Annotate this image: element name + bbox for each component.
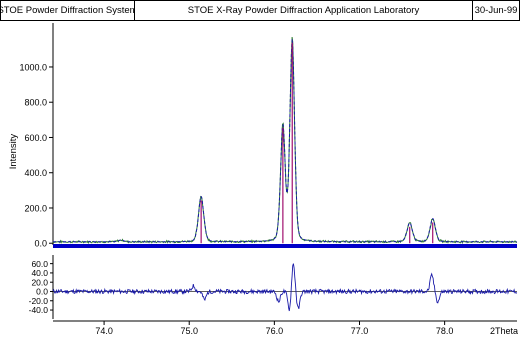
diff-y-tick-label: 20.0 [31, 277, 48, 287]
main-plot: 0.0 200.0 400.0 600.0 800.0 1000.0 Intensity [8, 23, 518, 249]
diffraction-chart: 0.0 200.0 400.0 600.0 800.0 1000.0 Intensity -… [8, 23, 518, 336]
observed-pattern-line [52, 36, 518, 245]
diff-y-tick-label: 60.0 [31, 259, 48, 269]
x-tick-label: 77.0 [351, 326, 369, 336]
report-header: STOE Powder Diffraction System STOE X-Ra… [0, 0, 520, 21]
main-y-tick-label: 600.0 [24, 133, 47, 143]
x-tick-label: 74.0 [95, 326, 113, 336]
header-lab-name: STOE X-Ray Powder Diffraction Applicatio… [187, 5, 420, 16]
header-system-name: STOE Powder Diffraction System [1, 1, 135, 20]
calculated-pattern-line [53, 39, 517, 243]
x-tick-label: 76.0 [266, 326, 284, 336]
difference-line [52, 263, 518, 312]
baseline-band [53, 244, 517, 248]
main-y-tick-label: 1000.0 [19, 62, 47, 72]
x-axis: 74.0 75.0 76.0 77.0 78.0 2Theta [53, 320, 518, 336]
header-date: 30-Jun-99 [472, 1, 519, 20]
x-tick-label: 75.0 [180, 326, 198, 336]
x-axis-label: 2Theta [490, 326, 518, 336]
difference-plot: -40.0-20.00.020.040.060.0 [29, 255, 518, 319]
x-tick-label: 78.0 [436, 326, 454, 336]
main-y-tick-label: 400.0 [24, 168, 47, 178]
main-plot-area [53, 23, 517, 251]
main-y-tick-label: 0.0 [34, 239, 47, 249]
diff-y-tick-label: 0.0 [36, 287, 48, 297]
main-y-tick-label: 800.0 [24, 98, 47, 108]
diff-y-tick-label: -40.0 [29, 305, 49, 315]
diff-y-tick-label: -20.0 [29, 296, 49, 306]
main-y-tick-label: 200.0 [24, 203, 47, 213]
main-y-axis-label: Intensity [8, 134, 19, 170]
diff-y-tick-label: 40.0 [31, 268, 48, 278]
